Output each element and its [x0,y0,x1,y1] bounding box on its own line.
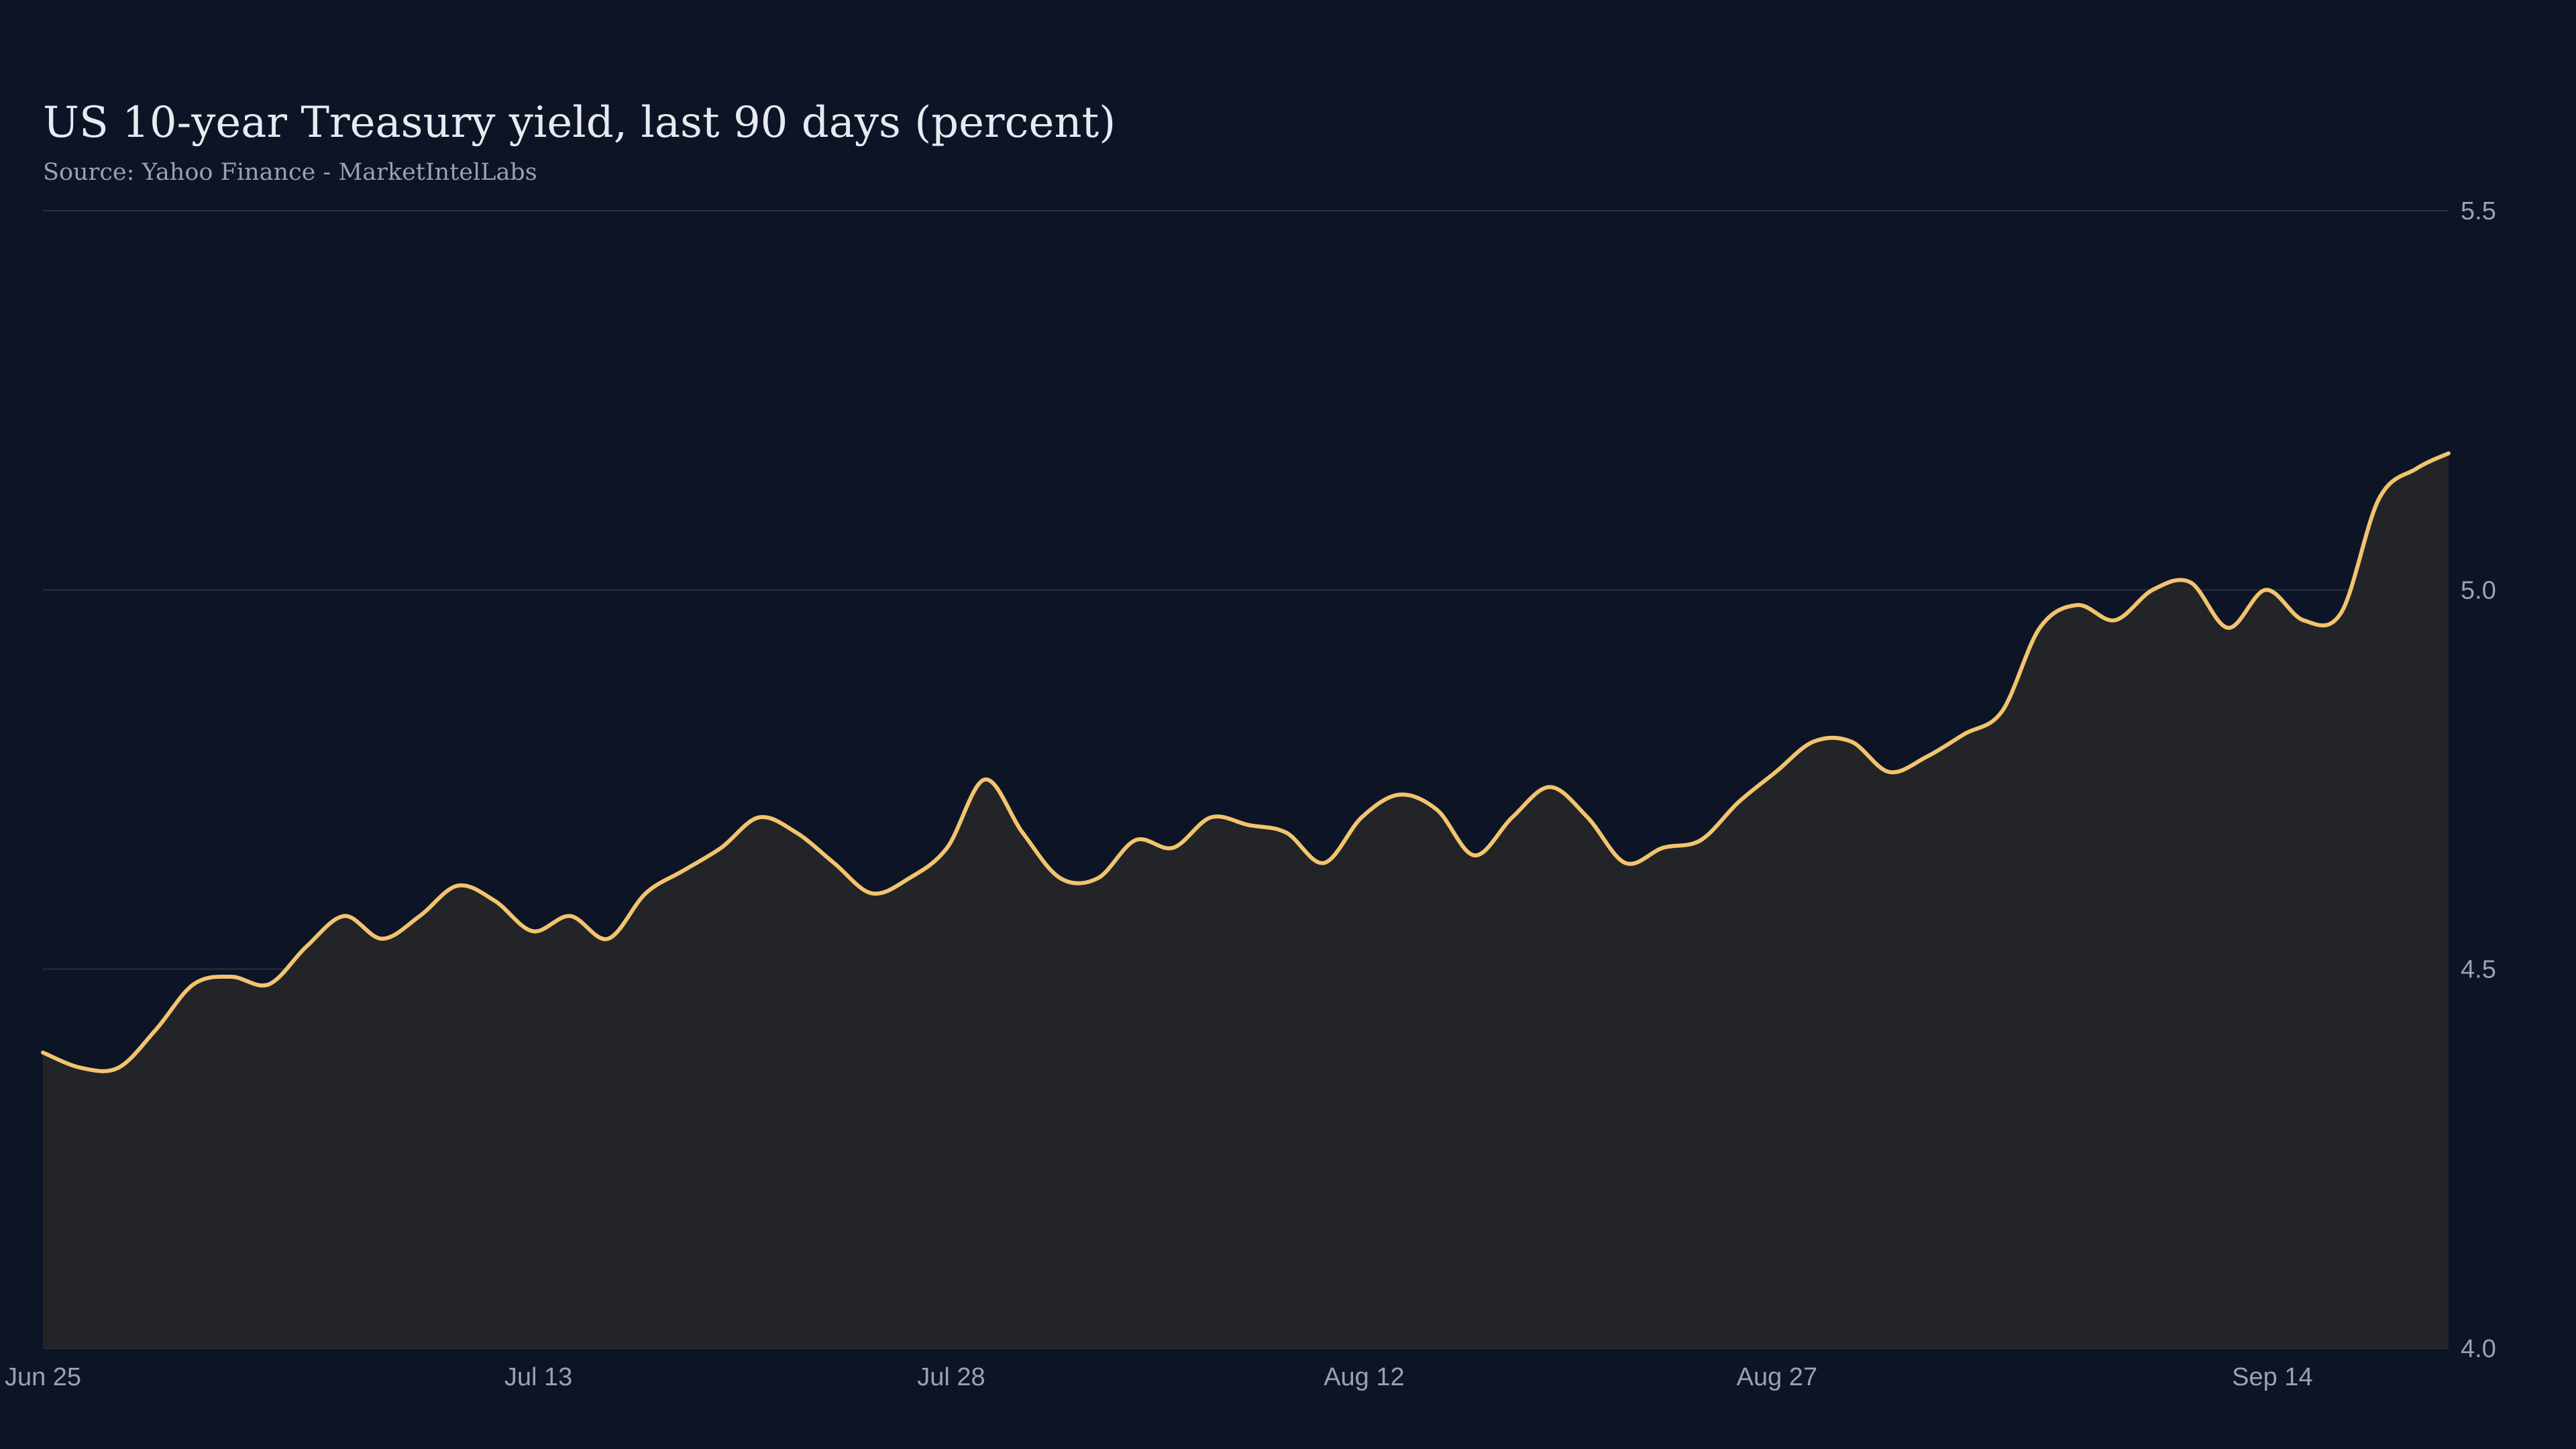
x-tick-label: Aug 12 [1324,1363,1404,1391]
x-tick-label: Jun 25 [5,1363,81,1391]
y-tick-label: 5.0 [2461,576,2496,604]
series-area-fill [43,453,2449,1348]
chart-title: US 10-year Treasury yield, last 90 days … [43,98,1116,148]
y-tick-label: 5.5 [2461,197,2496,225]
x-tick-label: Jul 28 [917,1363,985,1391]
chart-subtitle: Source: Yahoo Finance - MarketIntelLabs [43,159,537,186]
x-axis: Jun 25 Jul 13 Jul 28 Aug 12 Aug 27 Sep 14 [5,1363,2313,1391]
x-tick-label: Sep 14 [2232,1363,2312,1391]
plot-area [41,451,2451,1348]
y-axis: 4.0 4.5 5.0 5.5 [2461,197,2496,1363]
y-tick-label: 4.5 [2461,956,2496,984]
y-tick-label: 4.0 [2461,1335,2496,1363]
x-tick-label: Aug 27 [1737,1363,1817,1391]
series-line [41,451,2451,1073]
x-tick-label: Jul 13 [504,1363,572,1391]
